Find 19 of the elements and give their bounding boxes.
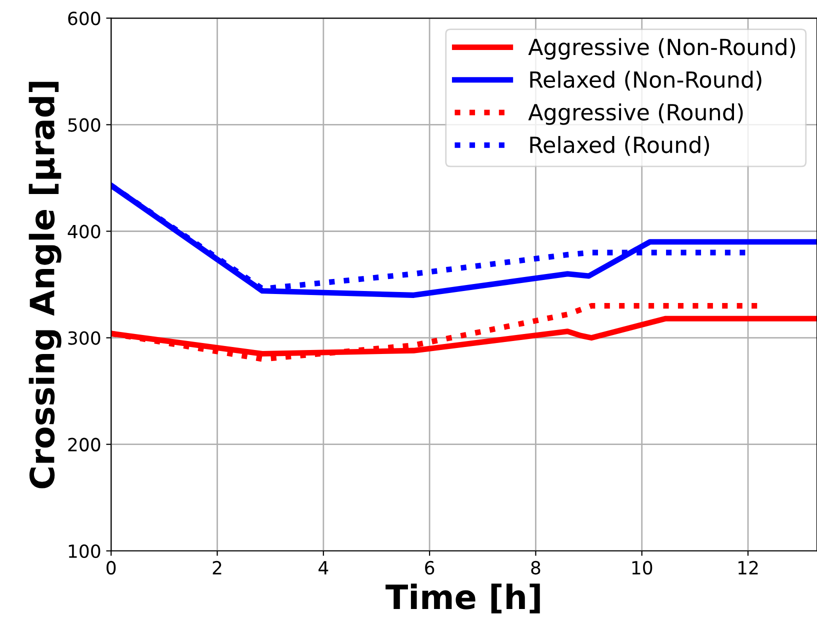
legend-label: Relaxed (Round) — [530, 136, 710, 156]
y-tick-label: 400 — [68, 224, 100, 238]
legend-label: Aggressive (Non-Round) — [528, 38, 796, 60]
y-tick-label: 200 — [68, 438, 100, 452]
y-tick-label: 600 — [68, 12, 100, 26]
y-tick-label: 300 — [68, 331, 100, 345]
legend-label: Aggressive (Round) — [528, 103, 743, 125]
x-tick-label: 4 — [318, 561, 328, 574]
x-tick-label: 12 — [738, 560, 758, 574]
legend-label: Relaxed (Non-Round) — [530, 70, 762, 91]
x-tick-label: 10 — [632, 560, 652, 575]
y-tick-label: 500 — [68, 118, 100, 132]
x-tick-label: 2 — [212, 560, 222, 574]
y-tick-label: 100 — [68, 544, 100, 558]
x-tick-label: 8 — [531, 560, 540, 575]
y-axis-title: Crossing Angle [μrad] — [28, 82, 62, 488]
x-tick-label: 6 — [425, 560, 434, 575]
x-axis-title: Time [h] — [386, 584, 540, 614]
x-tick-label: 0 — [106, 560, 116, 575]
